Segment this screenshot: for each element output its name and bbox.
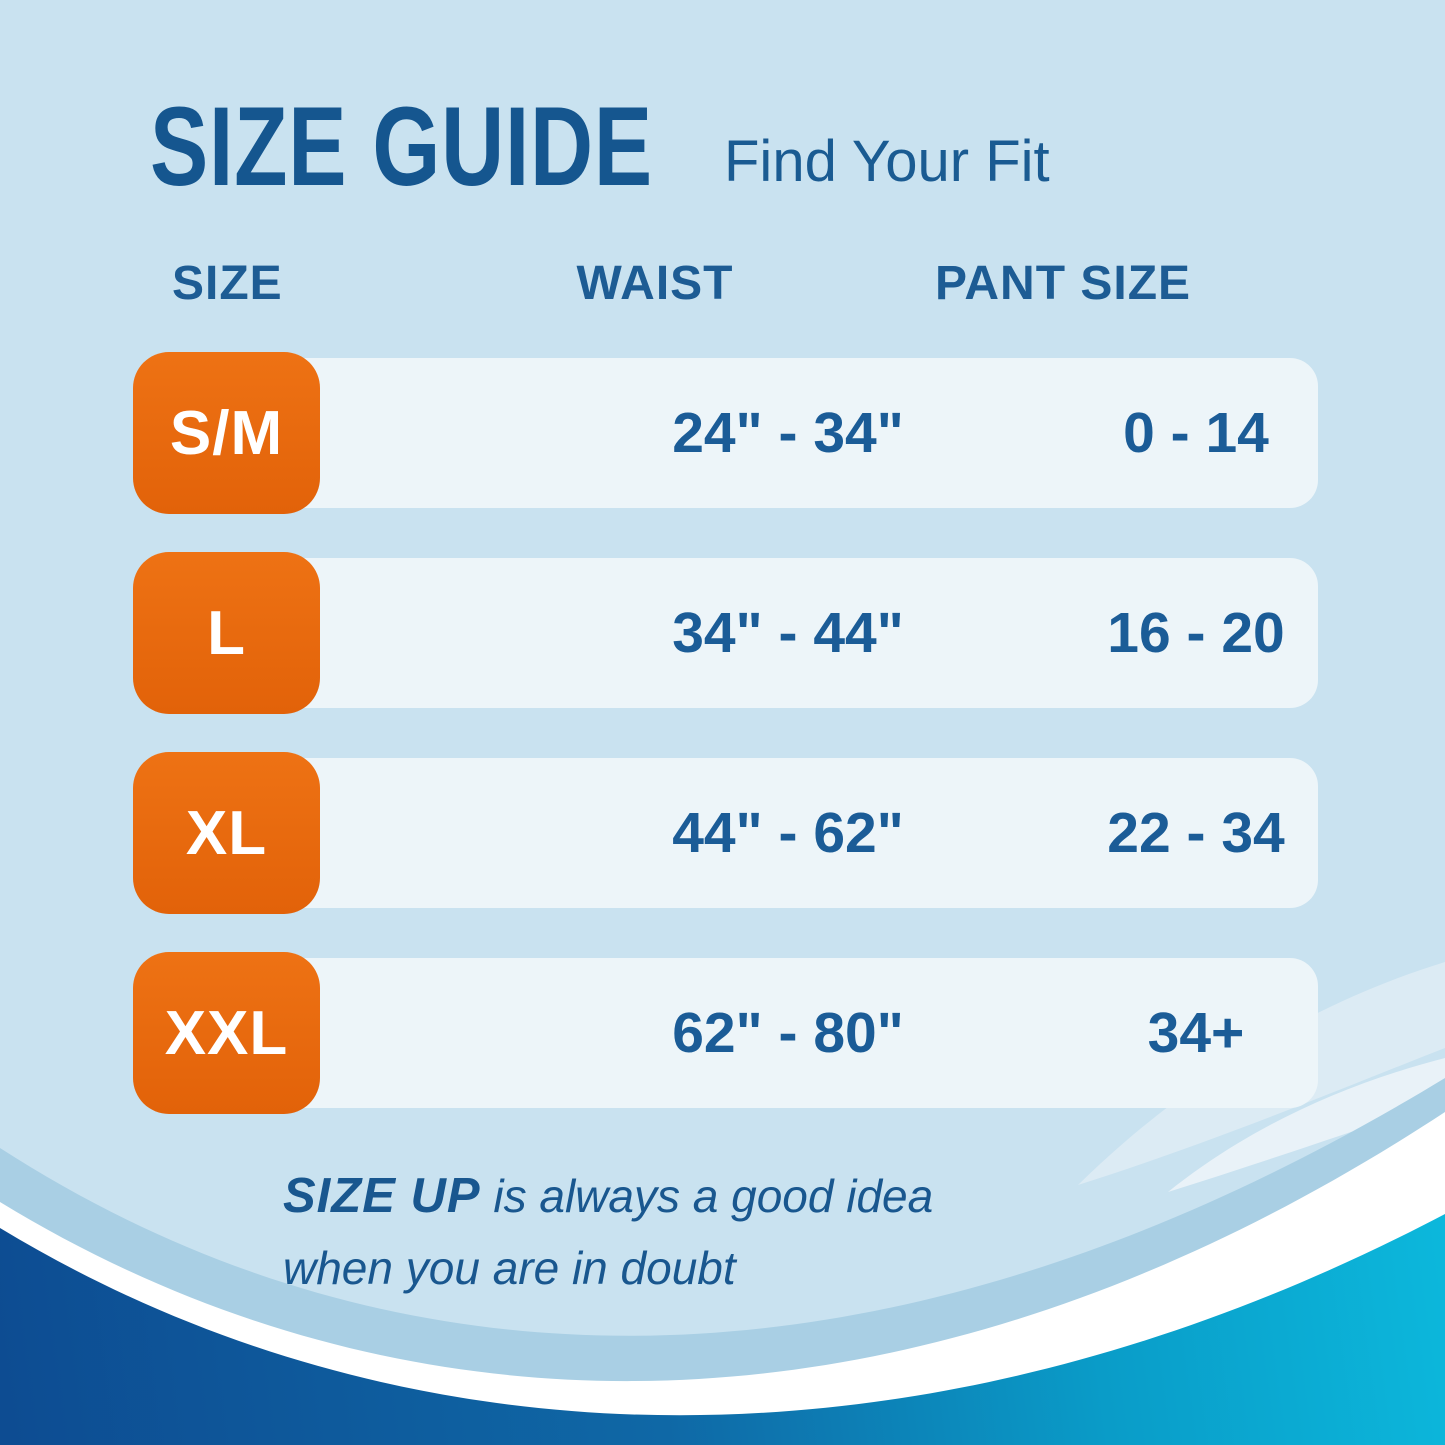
table-row: XXL 62" - 80" 34+	[133, 952, 1318, 1114]
pant-size-value: 16 - 20	[1107, 601, 1285, 665]
column-header-size: SIZE	[172, 257, 283, 310]
size-badge: S/M	[133, 352, 320, 514]
waist-value: 44" - 62"	[672, 801, 904, 865]
column-header-pant-size: PANT SIZE	[934, 257, 1192, 310]
pant-size-value: 0 - 14	[1123, 401, 1269, 465]
waist-value: 62" - 80"	[672, 1001, 904, 1065]
size-badge: XXL	[133, 952, 320, 1114]
waist-value: 24" - 34"	[672, 401, 904, 465]
row-background	[141, 558, 1318, 708]
row-background	[141, 358, 1318, 508]
page-title: SIZE GUIDE	[150, 84, 653, 209]
size-up-note: SIZE UP is always a good idea when you a…	[283, 1160, 1163, 1303]
waist-value: 34" - 44"	[672, 601, 904, 665]
size-up-note-line2: when you are in doubt	[283, 1241, 736, 1294]
wave-highlight-2-icon	[1168, 1058, 1445, 1192]
size-badge: L	[133, 552, 320, 714]
size-up-note-line1: is always a good idea	[480, 1170, 934, 1222]
row-background	[141, 758, 1318, 908]
wave-sea-icon	[0, 1214, 1445, 1445]
row-background	[141, 958, 1318, 1108]
size-badge: XL	[133, 752, 320, 914]
pant-size-value: 22 - 34	[1107, 801, 1285, 865]
page-subtitle: Find Your Fit	[724, 129, 1050, 194]
table-row: L 34" - 44" 16 - 20	[133, 552, 1318, 714]
column-header-waist: WAIST	[576, 257, 734, 310]
size-up-note-emphasis: SIZE UP	[283, 1169, 481, 1223]
table-row: S/M 24" - 34" 0 - 14	[133, 352, 1318, 514]
table-row: XL 44" - 62" 22 - 34	[133, 752, 1318, 914]
pant-size-value: 34+	[1147, 1001, 1245, 1065]
